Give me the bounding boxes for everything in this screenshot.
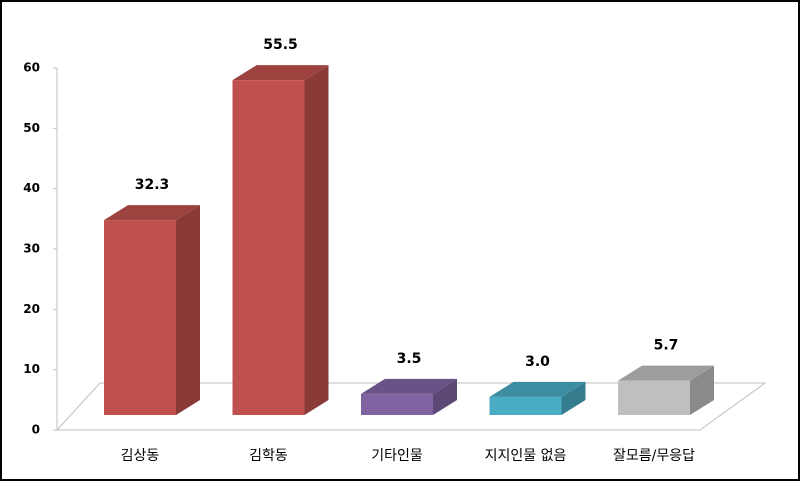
y-tick-label: 40 <box>23 181 40 195</box>
y-tick-label: 10 <box>23 362 40 376</box>
y-tick-label: 50 <box>23 121 40 135</box>
x-tick-label: 김상동 <box>121 448 160 464</box>
bar-top <box>104 205 200 221</box>
bar <box>232 80 305 416</box>
bar-side <box>176 205 200 415</box>
x-tick-label: 지지인물 없음 <box>485 448 567 464</box>
bar-side <box>561 381 586 415</box>
value-label: 5.7 <box>654 338 679 354</box>
bar-top <box>489 381 586 397</box>
y-tick-label: 30 <box>23 242 40 256</box>
y-tick-label: 20 <box>23 302 40 316</box>
bar-side <box>304 65 329 416</box>
bar-top <box>232 65 329 81</box>
bar <box>618 380 690 415</box>
value-label: 32.3 <box>135 177 170 193</box>
x-tick-label: 김학동 <box>249 448 288 464</box>
value-label: 3.0 <box>525 354 550 370</box>
bar-top <box>361 378 457 394</box>
bar-side <box>433 378 457 415</box>
x-tick-label: 기타인물 <box>371 448 423 464</box>
value-label: 55.5 <box>263 37 298 53</box>
bar-side <box>690 365 714 415</box>
bar <box>361 393 433 415</box>
x-tick-label: 잘모름/무응답 <box>613 448 695 464</box>
value-label: 3.5 <box>397 351 422 367</box>
bar-top <box>618 365 714 381</box>
y-tick-label: 0 <box>32 423 40 437</box>
bar <box>489 396 562 415</box>
bar <box>104 220 176 415</box>
y-tick-label: 60 <box>23 61 40 75</box>
